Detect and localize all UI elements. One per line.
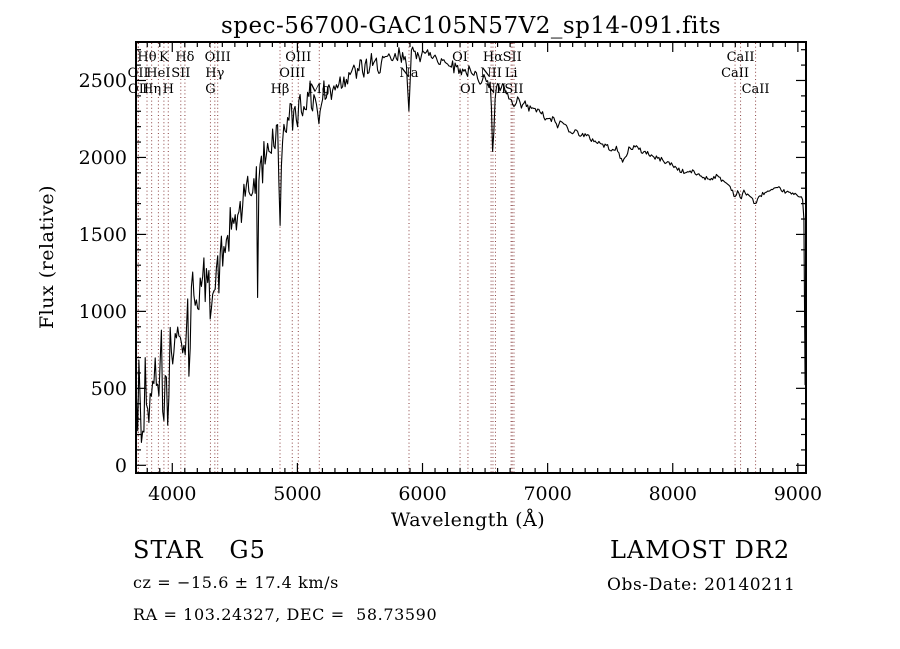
spectral-line-label: SII (503, 50, 522, 65)
spectral-line-label: CaII (721, 66, 749, 81)
survey-label: LAMOST DR2 (610, 536, 791, 564)
x-tick-label: 5000 (273, 483, 321, 505)
spectral-line-label: K (159, 50, 169, 65)
spectral-line-label: Hδ (175, 50, 194, 65)
plot-title: spec-56700-GAC105N57V2_sp14-091.fits (220, 13, 722, 39)
spectral-line-label: OII (128, 66, 149, 81)
y-tick-label: 1000 (79, 301, 127, 323)
spectral-line-label: Mg (308, 82, 330, 97)
spectral-line-label: OIII (279, 66, 305, 81)
plot-frame (135, 41, 807, 474)
x-tick-label: 4000 (148, 483, 196, 505)
spectral-line-label: Hα (483, 50, 503, 65)
spectral-line-label: G (205, 82, 215, 97)
x-tick-label: 9000 (774, 483, 822, 505)
spectral-line-label: OIII (205, 50, 231, 65)
x-tick-label: 8000 (649, 483, 697, 505)
spectral-line-label: SII (171, 66, 190, 81)
spectral-line-label: CaII (727, 50, 755, 65)
x-tick-label: 7000 (523, 483, 571, 505)
y-tick-label: 2500 (79, 70, 127, 92)
spectral-line-label: HeI (146, 66, 170, 81)
x-axis-label: Wavelength (Å) (390, 509, 546, 531)
spectral-line-label: OI (452, 50, 468, 65)
y-tick-label: 0 (115, 455, 127, 477)
y-tick-label: 500 (91, 378, 127, 400)
spectral-line-label: OI (460, 82, 476, 97)
spectral-line-label: CaII (742, 82, 770, 97)
spectral-line-label: Hθ (137, 50, 156, 65)
spectral-line-label: NII (485, 82, 507, 97)
spectral-line-label: Hγ (205, 66, 224, 81)
spectral-line-label: Hη (142, 82, 161, 97)
object-class-label: STAR G5 (133, 536, 266, 564)
spectral-line-label: Na (399, 66, 418, 81)
y-tick-label: 2000 (79, 147, 127, 169)
coordinates-text: RA = 103.24327, DEC = 58.73590 (133, 605, 438, 624)
radial-velocity-text: cz = −15.6 ± 17.4 km/s (133, 573, 339, 592)
spectral-line-label: OII (128, 82, 149, 97)
spectrum-path (135, 46, 806, 443)
spectral-line-label: Li (505, 66, 518, 81)
y-tick-label: 1500 (79, 224, 127, 246)
spectral-line-label: H (163, 82, 174, 97)
x-tick-label: 6000 (398, 483, 446, 505)
obs-date-text: Obs-Date: 20140211 (607, 575, 796, 595)
spectral-line-label: Hβ (271, 82, 290, 97)
spectral-line-label: SII (504, 82, 523, 97)
spectral-line-label: OIII (285, 50, 311, 65)
spectral-line-label: NII (480, 66, 502, 81)
